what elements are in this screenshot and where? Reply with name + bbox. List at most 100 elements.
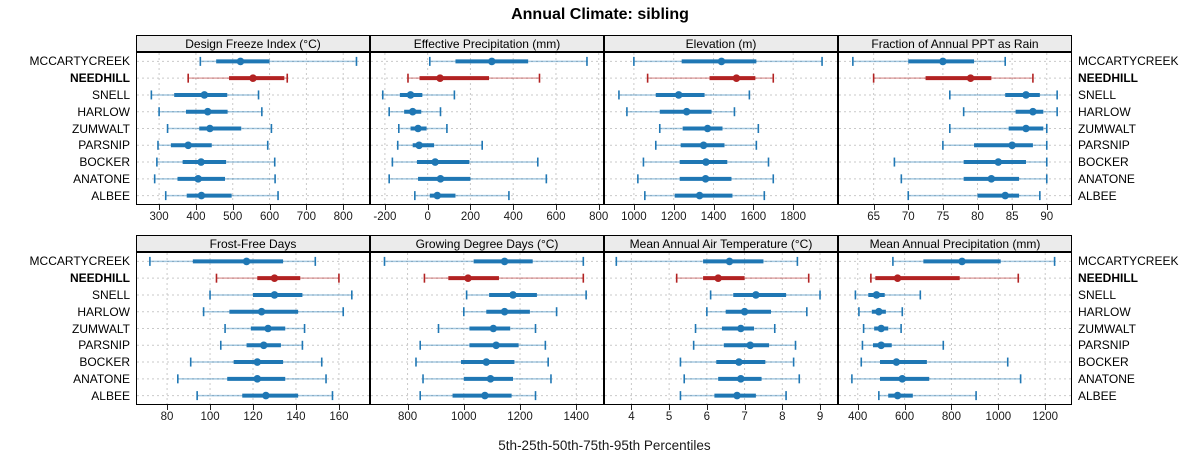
interval-row-needhill — [675, 273, 810, 283]
axis-tick — [713, 205, 715, 210]
median-dot — [875, 307, 883, 316]
median-dot — [898, 375, 907, 383]
median-dot — [737, 324, 745, 333]
median-dot — [1022, 124, 1030, 133]
axis-tick-label: 600 — [546, 211, 566, 223]
axis-tick — [407, 405, 409, 410]
median-dot — [436, 175, 445, 183]
site-label-right-mccartycreek: MCCARTYCREEK — [1078, 254, 1179, 269]
interval-row-albee — [419, 391, 537, 401]
median-dot — [699, 141, 708, 150]
panel-header-effective-precipitation-mm: Effective Precipitation (mm) — [370, 35, 604, 52]
axis-tick-label: 400 — [186, 211, 206, 223]
axis-tick-label: 9 — [816, 411, 824, 423]
plot-area-fraction-of-annual-ppt-as-rain — [839, 53, 1071, 204]
axis-tick — [782, 405, 784, 410]
interval-row-needhill — [407, 73, 541, 83]
site-label-right-zumwalt: ZUMWALT — [1078, 321, 1136, 336]
plot-area-growing-degree-days-c — [371, 253, 603, 404]
interval-row-mccartycreek — [199, 56, 358, 66]
site-label-left-mccartycreek: MCCARTYCREEK — [29, 54, 130, 69]
axis-tick — [633, 205, 635, 210]
axis-tick-label: 90 — [1040, 211, 1054, 223]
interval-row-needhill — [187, 73, 289, 83]
interval-row-bocker — [391, 157, 539, 167]
site-label-right-bocker: BOCKER — [1078, 155, 1129, 170]
axis-tick — [873, 205, 875, 210]
axis-tick-label: 80 — [971, 211, 984, 223]
median-dot — [893, 274, 902, 282]
median-dot — [270, 291, 279, 299]
median-dot — [236, 57, 245, 66]
median-dot — [740, 307, 749, 316]
median-dot — [482, 358, 491, 366]
axis-tick — [295, 405, 297, 410]
axis-tick — [384, 205, 386, 210]
interval-row-zumwalt — [658, 124, 760, 133]
median-dot — [752, 291, 760, 299]
interval-row-anatone — [683, 374, 801, 384]
axis-tick-label: 160 — [329, 411, 349, 423]
site-label-right-parsnip: PARSNIP — [1078, 338, 1130, 353]
axis-tick-label: 7 — [741, 411, 748, 423]
interval-row-needhill — [423, 273, 585, 283]
axis-tick — [673, 205, 675, 210]
interval-row-parsnip — [419, 340, 547, 350]
site-label-right-anatone: ANATONE — [1078, 371, 1135, 386]
axis-tick — [904, 405, 906, 410]
median-dot — [488, 57, 496, 66]
median-dot — [702, 158, 710, 166]
axis-tick — [631, 405, 633, 410]
median-dot — [682, 107, 691, 116]
interval-row-anatone — [851, 374, 1022, 384]
site-label-right-harlow: HARLOW — [1078, 304, 1131, 319]
median-dot — [242, 257, 251, 266]
median-dot — [674, 91, 683, 99]
axis-tick — [343, 205, 345, 210]
site-label-right-needhill: NEEDHILL — [1078, 71, 1138, 86]
site-label-right-anatone: ANATONE — [1078, 171, 1135, 186]
site-label-left-harlow: HARLOW — [77, 104, 130, 119]
interval-row-needhill — [872, 73, 1034, 83]
site-label-right-needhill: NEEDHILL — [1078, 271, 1138, 286]
median-dot — [958, 257, 966, 266]
interval-row-zumwalt — [166, 124, 273, 133]
site-label-right-snell: SNELL — [1078, 87, 1117, 102]
interval-row-parsnip — [654, 140, 758, 150]
site-label-left-needhill: NEEDHILL — [70, 271, 130, 286]
interval-row-bocker — [642, 157, 770, 167]
axis-tick-label: 1400 — [700, 211, 727, 223]
axis-tick — [598, 205, 600, 210]
median-dot — [892, 358, 901, 366]
median-dot — [415, 141, 423, 150]
site-label-left-snell: SNELL — [91, 287, 130, 302]
median-dot — [197, 158, 205, 166]
axis-tick — [232, 205, 234, 210]
interval-row-mccartycreek — [852, 56, 1007, 66]
axis-tick — [338, 405, 340, 410]
interval-row-zumwalt — [224, 324, 306, 333]
axis-caption: 5th-25th-50th-75th-95th Percentiles — [498, 438, 711, 453]
site-label-left-anatone: ANATONE — [73, 171, 130, 186]
interval-row-bocker — [860, 357, 1009, 367]
panel-header-growing-degree-days-c: Growing Degree Days (°C) — [370, 235, 604, 252]
median-dot — [249, 74, 257, 82]
interval-row-mccartycreek — [633, 56, 823, 66]
interval-row-bocker — [415, 357, 549, 367]
site-label-left-anatone: ANATONE — [73, 371, 130, 386]
median-dot — [194, 175, 202, 183]
chart-title: Annual Climate: sibling — [511, 6, 689, 23]
interval-row-bocker — [156, 157, 276, 167]
plot-area-frost-free-days — [137, 253, 369, 404]
interval-row-albee — [878, 391, 977, 401]
axis-tick — [706, 405, 708, 410]
interval-row-albee — [196, 391, 334, 401]
axis-tick-label: 1200 — [507, 411, 533, 423]
axis-tick-label: 140 — [286, 411, 306, 423]
axis-tick — [753, 205, 755, 210]
interval-row-parsnip — [157, 140, 269, 150]
median-dot — [733, 391, 741, 400]
median-dot — [695, 191, 704, 200]
interval-row-bocker — [893, 157, 1048, 167]
